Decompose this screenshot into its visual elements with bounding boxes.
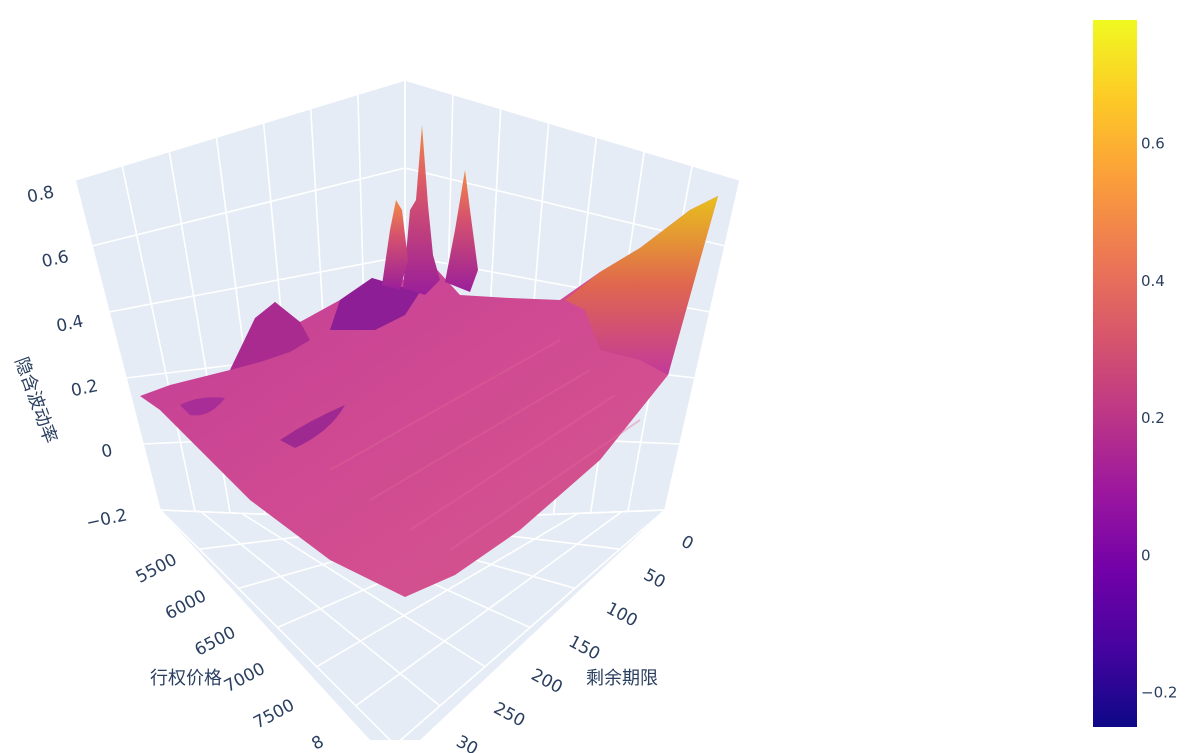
z-tick-4: 0.6	[40, 247, 71, 272]
peak-right	[445, 170, 478, 292]
y-tick-5: 8	[308, 732, 327, 753]
colorbar	[1093, 20, 1137, 727]
peak-tall	[403, 125, 440, 295]
surface-bump-left	[230, 302, 310, 370]
x-tick-1: 50	[640, 565, 668, 593]
grid-floor-b-5	[355, 511, 623, 707]
x-tick-5: 250	[490, 698, 528, 731]
surface-bump-middle	[330, 278, 420, 330]
z-tick-2: 0.2	[69, 376, 100, 401]
y-tick-3: 7000	[221, 659, 269, 697]
y-axis-title: 行权价格	[150, 668, 222, 689]
x-axis-title: 剩余期限	[586, 668, 658, 689]
y-tick-0: 5500	[133, 550, 181, 588]
surface-dip	[280, 405, 345, 448]
z-tick-5: 0.8	[25, 182, 56, 207]
peak-mid	[382, 200, 408, 290]
x-tick-4: 200	[528, 665, 566, 698]
z-axis-title: 隐含波动率	[10, 355, 61, 447]
grid-left-v-0	[74, 179, 161, 511]
x-tick-2: 100	[603, 598, 641, 631]
x-tick-6: 30	[453, 732, 481, 753]
surface-streaks	[329, 339, 641, 551]
grid-left-h-5	[74, 79, 406, 181]
grid-left-h-3	[108, 255, 406, 313]
surface	[140, 125, 718, 597]
colorbar-ticks: 0.6 0.4 0.2 0 −0.2	[1141, 135, 1177, 702]
z-tick-3: 0.4	[55, 312, 86, 337]
y-tick-4: 7500	[250, 695, 298, 733]
surface-dip-left	[180, 397, 225, 416]
grid-right-v-7	[664, 179, 741, 511]
colorbar-tick-4: −0.2	[1141, 684, 1177, 702]
floor-pane	[160, 510, 665, 740]
grid-left-v-1	[121, 165, 196, 512]
grid-left-h-4	[91, 167, 406, 247]
y-tick-1: 6000	[162, 586, 210, 624]
colorbar-tick-1: 0.4	[1141, 272, 1165, 290]
y-tick-2: 6500	[192, 623, 240, 661]
colorbar-tick-0: 0.6	[1141, 135, 1165, 153]
grid-right-h-5	[404, 79, 741, 181]
x-tick-3: 150	[565, 632, 603, 665]
x-tick-0: 0	[678, 532, 697, 555]
z-tick-0: −0.2	[85, 505, 130, 533]
z-tick-1: 0	[100, 441, 115, 463]
colorbar-tick-3: 0	[1141, 546, 1151, 564]
grid-floor-b-6	[394, 509, 666, 746]
surface-ridge-right	[565, 196, 718, 375]
colorbar-tick-2: 0.2	[1141, 409, 1165, 427]
